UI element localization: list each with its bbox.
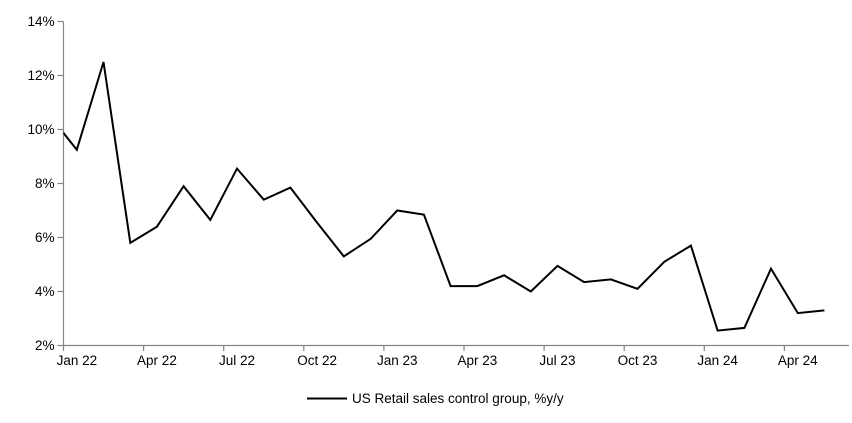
x-axis-label: Jan 24 [697,353,738,368]
x-axis-label: Jan 23 [377,353,418,368]
x-axis-label: Jul 23 [539,353,575,368]
y-axis-label: 4% [35,284,55,299]
legend: US Retail sales control group, %y/y [307,391,564,406]
y-axis-label: 12% [27,68,54,83]
y-axis-label: 10% [27,122,54,137]
x-axis-label: Jul 22 [219,353,255,368]
x-axis-label: Apr 23 [457,353,497,368]
x-axis-label: Oct 23 [618,353,658,368]
data-series-line [63,61,825,332]
y-axis-label: 6% [35,230,55,245]
x-axis-label: Oct 22 [297,353,337,368]
y-axis-label: 8% [35,176,55,191]
x-axis-label: Apr 22 [137,353,177,368]
x-axis-label: Apr 24 [778,353,818,368]
legend-label: US Retail sales control group, %y/y [352,391,564,406]
y-axis-label: 14% [27,14,54,29]
y-axis-label: 2% [35,338,55,353]
x-axis-label: Jan 22 [57,353,98,368]
